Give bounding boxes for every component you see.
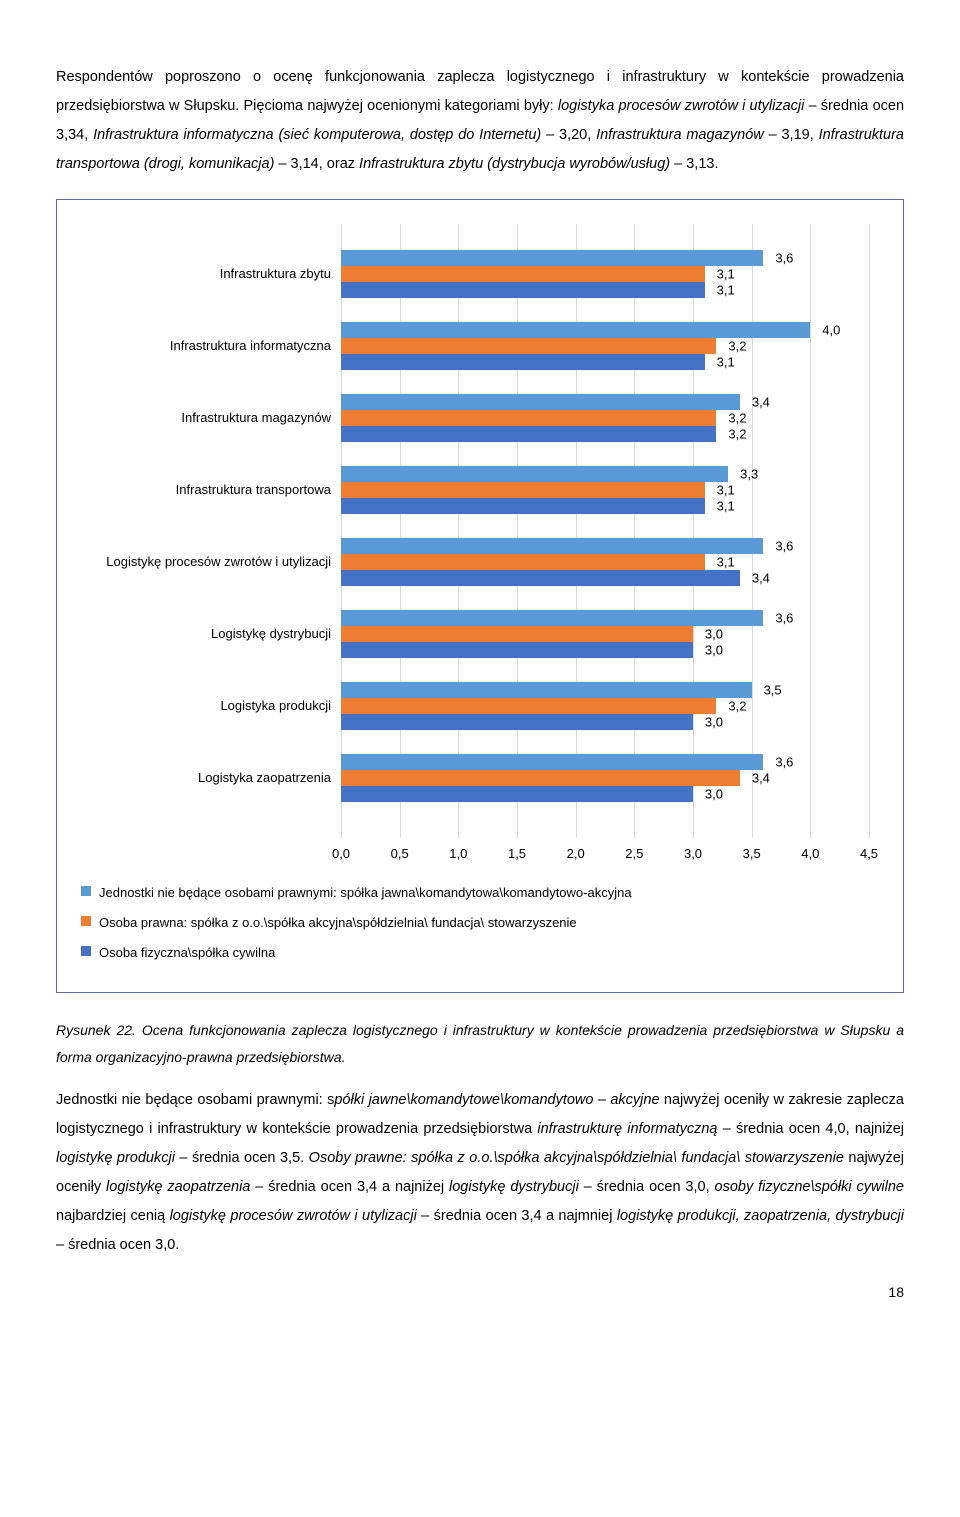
chart-frame: Infrastruktura zbytu3,63,13,1Infrastrukt…	[56, 199, 904, 994]
chart-bar-value: 3,4	[752, 771, 770, 784]
x-tick-label: 2,5	[625, 846, 643, 861]
chart-category-label: Infrastruktura magazynów	[81, 409, 341, 425]
chart-category-label: Infrastruktura zbytu	[81, 265, 341, 281]
chart-bar-value: 3,1	[717, 283, 735, 296]
chart-bar: 3,0	[341, 626, 693, 642]
chart-x-axis: 0,00,51,01,52,02,53,03,54,04,5	[341, 842, 869, 866]
chart-bar: 3,3	[341, 466, 728, 482]
chart-category-label: Infrastruktura transportowa	[81, 481, 341, 497]
chart-bar: 3,2	[341, 426, 716, 442]
chart-bar: 3,1	[341, 554, 705, 570]
chart-bar-value: 3,0	[705, 643, 723, 656]
chart-legend: Jednostki nie będące osobami prawnymi: s…	[81, 884, 879, 963]
chart-bar-value: 3,1	[717, 499, 735, 512]
chart-bar-value: 3,6	[775, 611, 793, 624]
chart-bar-value: 3,1	[717, 355, 735, 368]
chart-category-row: Logistykę dystrybucji3,63,03,0	[341, 598, 869, 670]
chart-category-label: Logistyka zaopatrzenia	[81, 769, 341, 785]
chart-bar: 3,6	[341, 610, 763, 626]
chart-bar: 3,6	[341, 250, 763, 266]
chart-category-row: Infrastruktura informatyczna4,03,23,1	[341, 310, 869, 382]
legend-label: Osoba prawna: spółka z o.o.\spółka akcyj…	[99, 914, 879, 932]
chart-bar-value: 3,2	[728, 427, 746, 440]
chart-bar-value: 3,0	[705, 627, 723, 640]
chart-bar-value: 3,1	[717, 555, 735, 568]
chart-bar: 3,1	[341, 282, 705, 298]
chart-bar: 3,4	[341, 394, 740, 410]
x-tick-label: 3,0	[684, 846, 702, 861]
chart-category-label: Infrastruktura informatyczna	[81, 337, 341, 353]
chart-category-row: Infrastruktura zbytu3,63,13,1	[341, 238, 869, 310]
chart-category-label: Logistyka produkcji	[81, 697, 341, 713]
chart-bar-value: 4,0	[822, 323, 840, 336]
x-tick-label: 2,0	[567, 846, 585, 861]
chart-plot-area: Infrastruktura zbytu3,63,13,1Infrastrukt…	[341, 224, 869, 838]
chart-category-row: Infrastruktura transportowa3,33,13,1	[341, 454, 869, 526]
chart-bar-value: 3,2	[728, 411, 746, 424]
chart-bar-value: 3,3	[740, 467, 758, 480]
chart-category-row: Logistykę procesów zwrotów i utylizacji3…	[341, 526, 869, 598]
chart-category-row: Logistyka produkcji3,53,23,0	[341, 670, 869, 742]
chart-bar-value: 3,4	[752, 571, 770, 584]
chart-bar: 3,4	[341, 770, 740, 786]
chart-bar: 3,0	[341, 786, 693, 802]
chart-bar: 3,6	[341, 538, 763, 554]
chart-bar-value: 3,4	[752, 395, 770, 408]
legend-item: Jednostki nie będące osobami prawnymi: s…	[81, 884, 879, 902]
chart-bar: 3,0	[341, 714, 693, 730]
chart-bar: 3,5	[341, 682, 752, 698]
chart-bar-value: 3,2	[728, 339, 746, 352]
chart-bar: 3,2	[341, 698, 716, 714]
chart-bar-value: 3,6	[775, 539, 793, 552]
legend-label: Jednostki nie będące osobami prawnymi: s…	[99, 884, 879, 902]
chart-bar: 3,1	[341, 498, 705, 514]
chart-bar: 3,1	[341, 354, 705, 370]
chart-bar: 3,0	[341, 642, 693, 658]
legend-item: Osoba fizyczna\spółka cywilna	[81, 944, 879, 962]
chart-category-row: Logistyka zaopatrzenia3,63,43,0	[341, 742, 869, 814]
chart-category-row: Infrastruktura magazynów3,43,23,2	[341, 382, 869, 454]
intro-paragraph: Respondentów poproszono o ocenę funkcjon…	[56, 63, 904, 179]
x-tick-label: 4,5	[860, 846, 878, 861]
x-tick-label: 1,5	[508, 846, 526, 861]
chart-bar: 3,2	[341, 410, 716, 426]
chart-bar-value: 3,6	[775, 755, 793, 768]
x-tick-label: 0,5	[391, 846, 409, 861]
chart-bar: 3,1	[341, 266, 705, 282]
legend-label: Osoba fizyczna\spółka cywilna	[99, 944, 879, 962]
x-tick-label: 1,0	[449, 846, 467, 861]
legend-swatch	[81, 946, 91, 956]
x-tick-label: 0,0	[332, 846, 350, 861]
chart-bar: 3,6	[341, 754, 763, 770]
chart-category-label: Logistykę procesów zwrotów i utylizacji	[81, 553, 341, 569]
chart-bar-value: 3,2	[728, 699, 746, 712]
figure-caption: Rysunek 22. Ocena funkcjonowania zaplecz…	[56, 1017, 904, 1070]
grid-line	[869, 224, 870, 838]
chart-bar: 4,0	[341, 322, 810, 338]
concluding-paragraph: Jednostki nie będące osobami prawnymi: s…	[56, 1086, 904, 1260]
chart-category-label: Logistykę dystrybucji	[81, 625, 341, 641]
chart-bar: 3,1	[341, 482, 705, 498]
chart-bar: 3,4	[341, 570, 740, 586]
x-tick-label: 3,5	[743, 846, 761, 861]
chart-bar: 3,2	[341, 338, 716, 354]
chart-bar-value: 3,6	[775, 251, 793, 264]
legend-swatch	[81, 916, 91, 926]
legend-item: Osoba prawna: spółka z o.o.\spółka akcyj…	[81, 914, 879, 932]
chart-bar-value: 3,0	[705, 787, 723, 800]
chart-bar-value: 3,1	[717, 267, 735, 280]
chart-bar-value: 3,0	[705, 715, 723, 728]
x-tick-label: 4,0	[801, 846, 819, 861]
chart-bar-value: 3,1	[717, 483, 735, 496]
page-number: 18	[56, 1284, 904, 1300]
chart-bar-value: 3,5	[764, 683, 782, 696]
legend-swatch	[81, 886, 91, 896]
